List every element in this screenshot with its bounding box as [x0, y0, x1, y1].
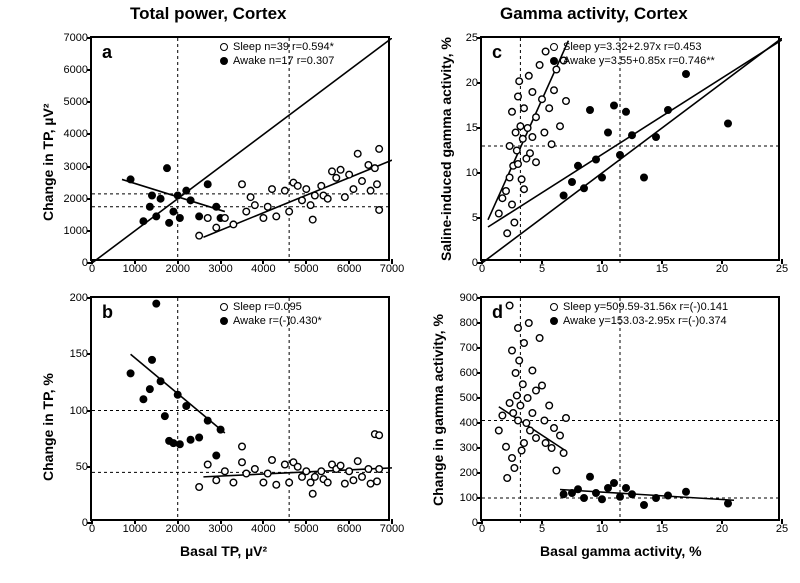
open-circle-icon — [220, 43, 228, 51]
open-circle-icon — [550, 43, 558, 51]
panel-d-plot: 01002003004005006007008009000510152025 — [480, 296, 780, 521]
panel-b-ylabel: Change in TP, % — [40, 373, 56, 481]
panel-b-svg — [92, 298, 392, 523]
open-circle-icon — [220, 303, 228, 311]
panel-b-label: b — [102, 302, 113, 323]
panel-d-legend: Sleep y=509.59-31.56x r=(-)0.141Awake y=… — [550, 300, 728, 329]
filled-circle-icon — [550, 57, 558, 65]
right-xlabel: Basal gamma activity, % — [540, 543, 702, 559]
panel-c-label: c — [492, 42, 502, 63]
filled-circle-icon — [550, 317, 558, 325]
left-xlabel: Basal TP, µV² — [180, 543, 267, 559]
left-column-title: Total power, Cortex — [130, 4, 287, 24]
panel-c-svg — [482, 38, 782, 263]
panel-a-plot: 0100020003000400050006000700001000200030… — [90, 36, 390, 261]
panel-a-svg — [92, 38, 392, 263]
filled-circle-icon — [220, 317, 228, 325]
panel-a-label: a — [102, 42, 112, 63]
panel-a-legend: Sleep n=39 r=0.594*Awake n=17 r=0.307 — [220, 40, 334, 69]
figure-canvas: Total power, Cortex Gamma activity, Cort… — [0, 0, 800, 583]
panel-c-plot: 05101520250510152025 — [480, 36, 780, 261]
panel-c-legend: Sleep y=3.32+2.97x r=0.453Awake y=3.55+0… — [550, 40, 715, 69]
panel-d-ylabel: Change in gamma activity, % — [430, 314, 446, 506]
panel-d-label: d — [492, 302, 503, 323]
panel-c-ylabel: Saline-induced gamma activity, % — [438, 37, 454, 261]
open-circle-icon — [550, 303, 558, 311]
panel-a-ylabel: Change in TP, µV² — [40, 104, 56, 222]
panel-d-svg — [482, 298, 782, 523]
panel-b-plot: 0501001502000100020003000400050006000700… — [90, 296, 390, 521]
right-column-title: Gamma activity, Cortex — [500, 4, 688, 24]
filled-circle-icon — [220, 57, 228, 65]
panel-b-legend: Sleep r=0.095Awake r=(-)0.430* — [220, 300, 322, 329]
